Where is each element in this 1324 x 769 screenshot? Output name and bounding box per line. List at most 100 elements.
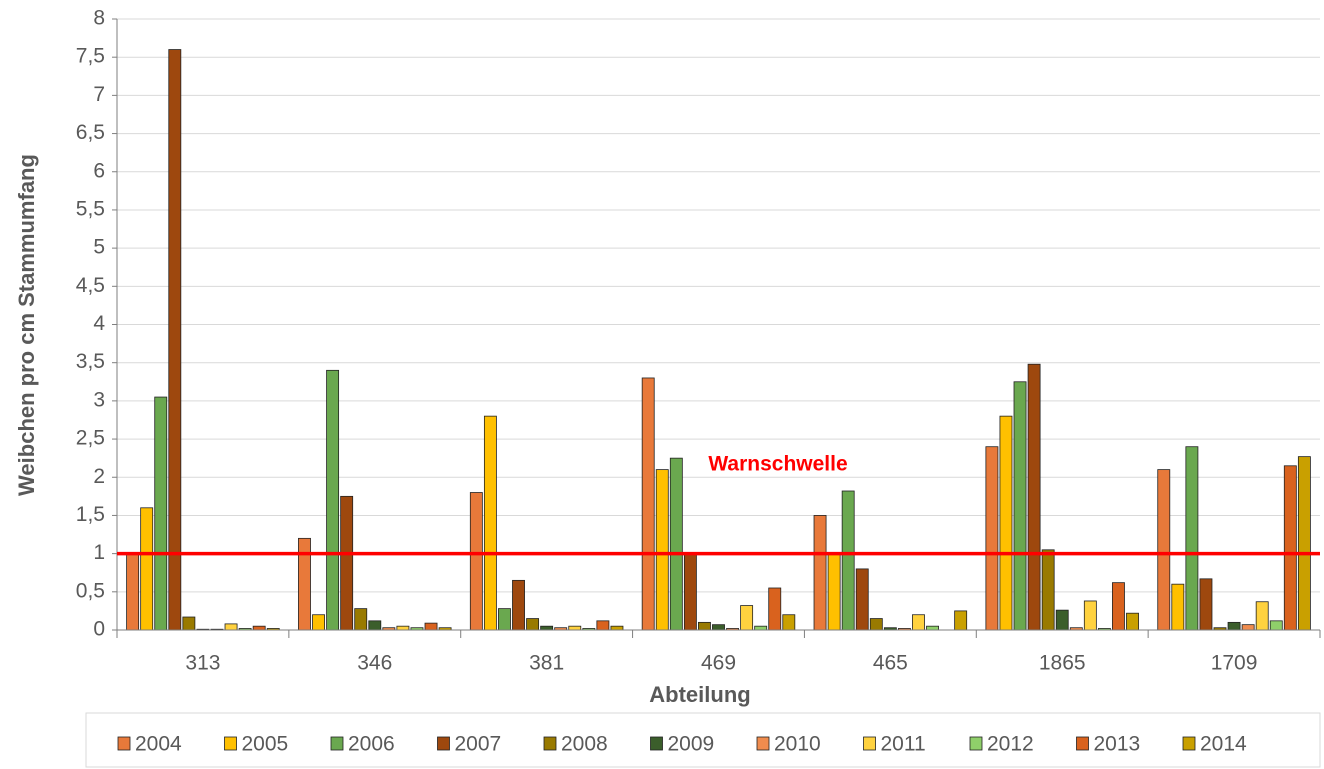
bar [1157, 469, 1171, 631]
legend-label: 2006 [348, 733, 395, 756]
bar [1241, 624, 1255, 631]
bar [498, 608, 511, 631]
bar [1112, 582, 1125, 631]
y-tick-label: 1,5 [76, 503, 105, 526]
bar [526, 618, 540, 631]
bar [126, 553, 140, 631]
y-tick-label: 6,5 [76, 121, 105, 144]
bar [782, 614, 796, 631]
y-tick-label: 0,5 [76, 579, 105, 602]
bar [540, 625, 554, 631]
bar [483, 415, 497, 631]
legend-label: 2007 [455, 733, 502, 756]
legend-label: 2013 [1094, 733, 1141, 756]
bar [424, 622, 438, 631]
bar [869, 618, 883, 631]
legend-label: 2004 [135, 733, 182, 756]
bar [999, 415, 1013, 631]
bar [740, 605, 754, 631]
x-tick-label: 465 [873, 652, 908, 675]
bar [368, 620, 382, 631]
bar [669, 457, 683, 631]
bar [1083, 600, 1097, 631]
bar [641, 377, 655, 631]
bar [182, 616, 196, 631]
legend-label: 2012 [987, 733, 1034, 756]
bar [827, 553, 841, 631]
legend-swatch [224, 736, 237, 751]
legend-swatch [117, 736, 131, 751]
legend-swatch [1076, 736, 1089, 751]
bar [954, 610, 968, 631]
y-tick-label: 2,5 [76, 427, 105, 450]
threshold-label: Warnschwelle [708, 453, 847, 476]
bar [683, 553, 697, 631]
y-tick-label: 7 [93, 83, 105, 106]
legend-box [85, 712, 1321, 768]
legend-label: 2014 [1200, 733, 1247, 756]
bar [469, 492, 483, 631]
bar [154, 396, 168, 631]
x-tick-label: 1709 [1211, 652, 1258, 675]
bar [1171, 583, 1185, 631]
bar [1126, 612, 1139, 631]
bar [1185, 446, 1199, 631]
bar [926, 625, 939, 631]
bar [1227, 621, 1241, 631]
bar [1283, 465, 1297, 631]
bar [168, 49, 182, 631]
y-tick-label: 4 [93, 312, 105, 335]
x-tick-label: 346 [357, 652, 392, 675]
x-axis-label: Abteilung [649, 682, 750, 707]
bar [326, 369, 340, 631]
bar [712, 624, 725, 631]
legend-swatch [437, 736, 450, 751]
y-tick-label: 3,5 [76, 350, 105, 373]
bar [912, 614, 925, 631]
bar [1297, 456, 1311, 631]
legend-label: 2011 [881, 733, 926, 756]
bar [813, 515, 827, 631]
bar [698, 621, 711, 631]
bar [354, 608, 368, 631]
bar [1013, 381, 1027, 631]
bar [841, 490, 855, 631]
legend-label: 2010 [774, 733, 821, 756]
y-tick-label: 5,5 [76, 197, 105, 220]
legend-swatch [650, 736, 663, 751]
y-axis-label: Weibchen pro cm Stammumfang [14, 154, 39, 496]
legend-swatch [863, 736, 876, 751]
x-tick-label: 1865 [1039, 652, 1086, 675]
bar [312, 614, 325, 631]
legend-label: 2008 [561, 733, 608, 756]
bar [1041, 549, 1055, 631]
y-tick-label: 4,5 [76, 274, 105, 297]
y-tick-label: 1 [93, 541, 105, 564]
bar [1027, 363, 1041, 631]
bar [754, 625, 768, 631]
legend-label: 2009 [668, 733, 715, 756]
bar [985, 446, 999, 631]
x-tick-label: 313 [185, 652, 220, 675]
bar [340, 495, 354, 631]
y-tick-label: 5 [93, 236, 105, 259]
legend-swatch [543, 736, 557, 751]
y-tick-label: 8 [93, 7, 105, 30]
legend-swatch [756, 736, 770, 751]
y-tick-label: 6 [93, 159, 105, 182]
bar [655, 469, 669, 631]
bar [610, 625, 624, 631]
bar [252, 625, 266, 631]
legend-label: 2005 [242, 733, 289, 756]
bar [768, 587, 782, 631]
x-tick-label: 381 [529, 652, 564, 675]
y-tick-label: 0 [93, 618, 105, 641]
bar [1055, 609, 1069, 631]
bar [396, 625, 410, 631]
bar [568, 625, 582, 631]
legend-swatch [330, 736, 344, 751]
bar [1255, 601, 1269, 631]
y-tick-label: 7,5 [76, 45, 105, 68]
bar [1269, 620, 1283, 631]
